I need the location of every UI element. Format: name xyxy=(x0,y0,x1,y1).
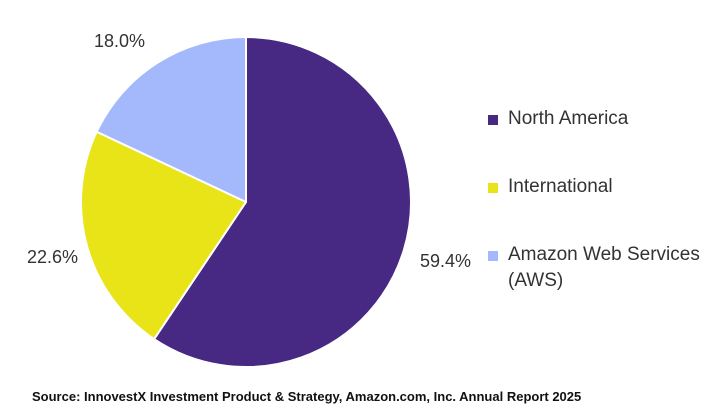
pie-labels: 59.4% 22.6% 18.0% xyxy=(27,31,471,271)
pie-label-international: 22.6% xyxy=(27,247,78,267)
pie-label-amazon-web-services-aws: 18.0% xyxy=(94,31,145,51)
legend-item-aws: Amazon Web Services (AWS) xyxy=(488,242,723,294)
legend-label-north-america: North America xyxy=(508,108,629,129)
pie-label-north-america: 59.4% xyxy=(420,251,471,271)
legend-swatch-north-america xyxy=(488,115,498,125)
pie-slice-amazon-web-services-aws xyxy=(95,36,247,203)
source-note: Source: InnovestX Investment Product & S… xyxy=(32,389,582,404)
legend-swatch-international xyxy=(488,183,498,193)
legend-item-international: International xyxy=(488,174,723,200)
pie-slice-north-america xyxy=(153,36,412,368)
legend-label-aws: Amazon Web Services (AWS) xyxy=(508,244,700,291)
legend-swatch-aws xyxy=(488,251,498,261)
legend-item-north-america: North America xyxy=(488,106,723,132)
legend: North America International Amazon Web S… xyxy=(488,106,723,294)
legend-label-international: International xyxy=(508,176,613,197)
pie-slices xyxy=(80,36,412,368)
